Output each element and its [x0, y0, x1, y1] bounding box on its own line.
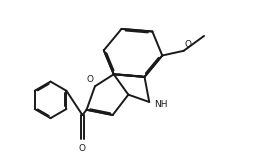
Text: O: O [185, 40, 192, 49]
Text: NH: NH [154, 100, 168, 109]
Text: O: O [79, 144, 86, 153]
Text: O: O [87, 75, 94, 84]
